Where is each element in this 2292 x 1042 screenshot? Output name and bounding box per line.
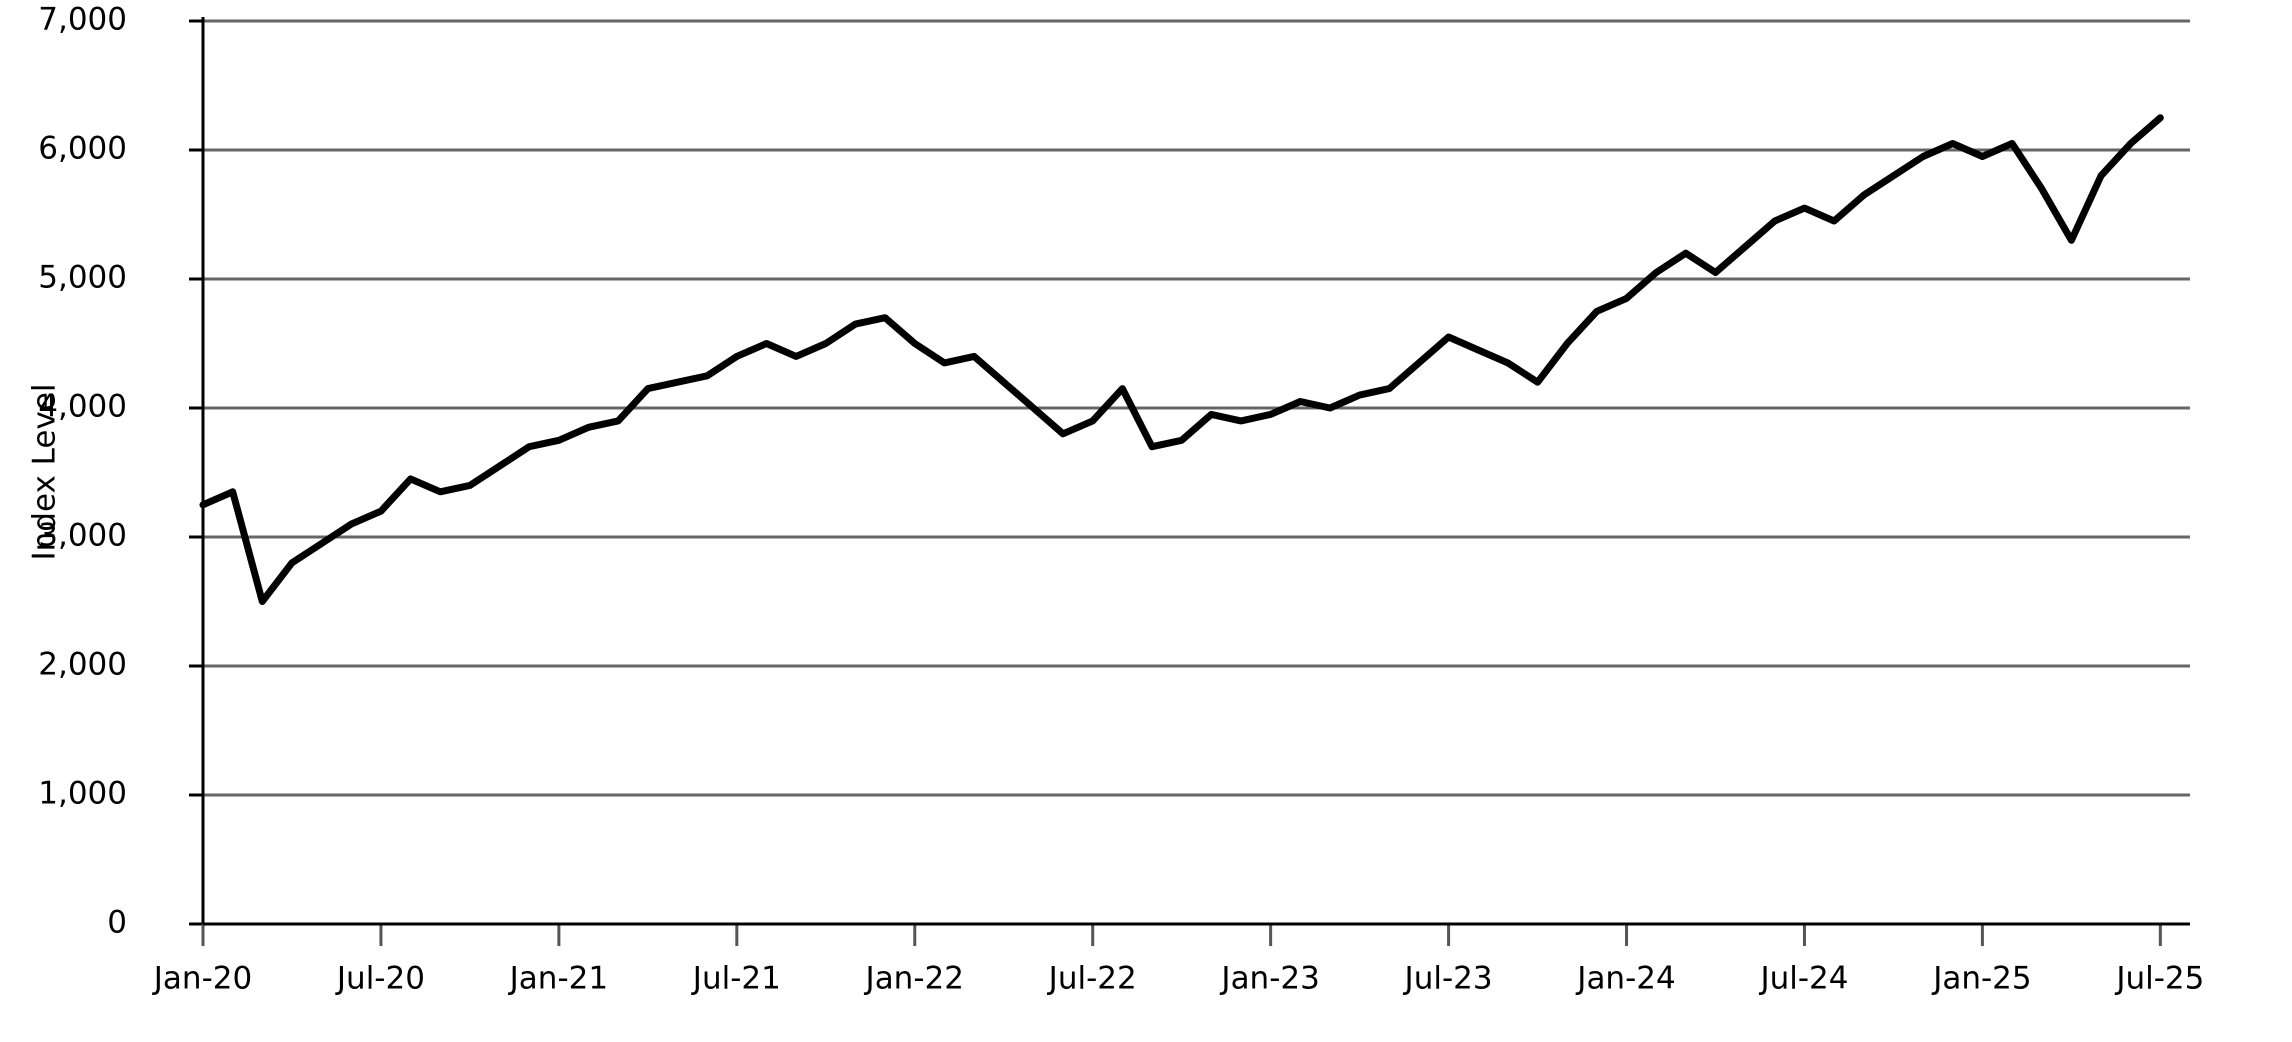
- y-tick-label: 7,000: [38, 2, 127, 38]
- x-tick-label: Jan-23: [1219, 961, 1319, 997]
- y-tick-label: 4,000: [38, 389, 127, 425]
- x-tick-label: Jul-24: [1758, 961, 1848, 997]
- y-axis-label: Index Level: [27, 383, 63, 560]
- y-tick-label: 3,000: [38, 518, 127, 554]
- y-tick-label: 5,000: [38, 260, 127, 296]
- x-tick-label: Jul-23: [1403, 961, 1493, 997]
- y-tick-label: 0: [107, 905, 127, 941]
- x-tick-label: Jan-24: [1575, 961, 1675, 997]
- x-tick-label: Jan-25: [1931, 961, 2031, 997]
- y-tick-label: 2,000: [38, 647, 127, 683]
- x-tick-label: Jul-22: [1047, 961, 1137, 997]
- x-tick-label: Jan-22: [864, 961, 964, 997]
- x-tick-label: Jul-20: [335, 961, 425, 997]
- y-tick-label: 6,000: [38, 131, 127, 167]
- series-line: [199, 114, 2164, 605]
- x-tick-label: Jan-20: [152, 961, 252, 997]
- x-tick-label: Jan-21: [508, 961, 608, 997]
- x-tick-label: Jul-21: [691, 961, 781, 997]
- y-tick-label: 1,000: [38, 776, 127, 812]
- x-tick-label: Jul-25: [2114, 961, 2204, 997]
